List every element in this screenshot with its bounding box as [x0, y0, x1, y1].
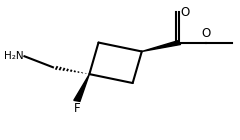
- Polygon shape: [74, 74, 89, 101]
- Text: O: O: [201, 27, 210, 40]
- Text: O: O: [180, 6, 190, 19]
- Polygon shape: [142, 41, 181, 52]
- Text: H₂N: H₂N: [4, 51, 23, 61]
- Text: F: F: [73, 102, 80, 115]
